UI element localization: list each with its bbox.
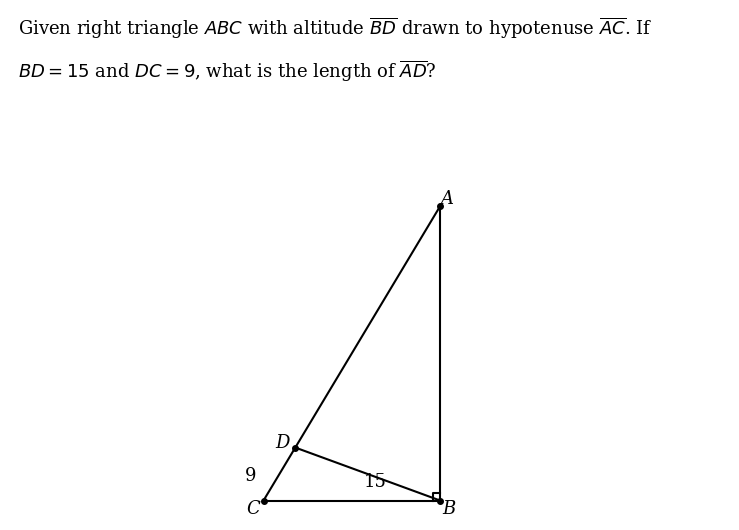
- Text: A: A: [440, 190, 454, 208]
- Text: D: D: [275, 434, 290, 452]
- Text: C: C: [246, 500, 260, 518]
- Text: 9: 9: [245, 467, 256, 485]
- Text: 15: 15: [364, 473, 386, 491]
- Text: $BD = 15$ and $DC = 9$, what is the length of $\overline{AD}$?: $BD = 15$ and $DC = 9$, what is the leng…: [18, 58, 437, 84]
- Text: Given right triangle $\mathit{ABC}$ with altitude $\overline{BD}$ drawn to hypot: Given right triangle $\mathit{ABC}$ with…: [18, 16, 653, 41]
- Text: B: B: [443, 500, 456, 518]
